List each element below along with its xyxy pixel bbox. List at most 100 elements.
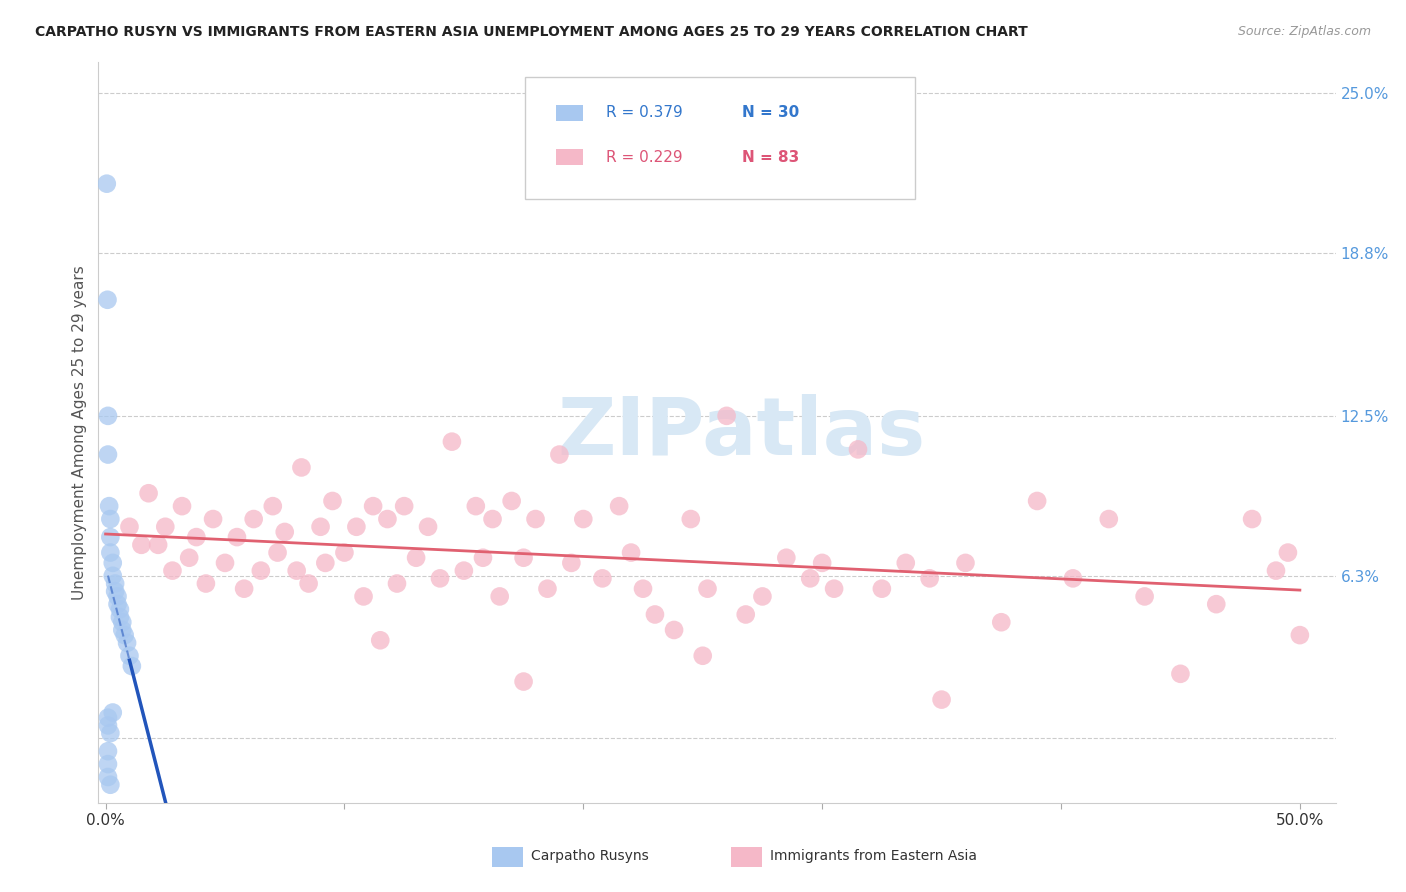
Immigrants from Eastern Asia: [297, 576, 319, 591]
Immigrants from Eastern Asia: [146, 538, 169, 552]
Immigrants from Eastern Asia: [823, 582, 845, 596]
Carpatho Rusyns: [121, 659, 143, 673]
Text: Immigrants from Eastern Asia: Immigrants from Eastern Asia: [770, 849, 977, 863]
FancyBboxPatch shape: [526, 78, 915, 200]
Carpatho Rusyns: [98, 726, 121, 740]
Immigrants from Eastern Asia: [524, 512, 547, 526]
Carpatho Rusyns: [98, 530, 121, 544]
Carpatho Rusyns: [96, 293, 118, 307]
Immigrants from Eastern Asia: [131, 538, 153, 552]
Immigrants from Eastern Asia: [353, 590, 375, 604]
Carpatho Rusyns: [97, 757, 120, 772]
Immigrants from Eastern Asia: [290, 460, 312, 475]
Carpatho Rusyns: [108, 602, 131, 616]
Carpatho Rusyns: [98, 512, 121, 526]
Immigrants from Eastern Asia: [1026, 494, 1049, 508]
Immigrants from Eastern Asia: [1289, 628, 1312, 642]
Text: N = 30: N = 30: [742, 105, 799, 120]
Immigrants from Eastern Asia: [138, 486, 160, 500]
Y-axis label: Unemployment Among Ages 25 to 29 years: Unemployment Among Ages 25 to 29 years: [72, 265, 87, 600]
Immigrants from Eastern Asia: [775, 550, 797, 565]
Immigrants from Eastern Asia: [309, 520, 332, 534]
Immigrants from Eastern Asia: [179, 550, 201, 565]
Immigrants from Eastern Asia: [734, 607, 756, 622]
Carpatho Rusyns: [98, 545, 121, 559]
Immigrants from Eastern Asia: [392, 499, 415, 513]
Immigrants from Eastern Asia: [512, 550, 534, 565]
FancyBboxPatch shape: [557, 104, 583, 121]
Immigrants from Eastern Asia: [955, 556, 977, 570]
Immigrants from Eastern Asia: [186, 530, 208, 544]
Text: ZIPatlas: ZIPatlas: [558, 393, 927, 472]
Carpatho Rusyns: [111, 615, 134, 630]
Immigrants from Eastern Asia: [716, 409, 738, 423]
Carpatho Rusyns: [101, 706, 124, 720]
Carpatho Rusyns: [96, 177, 118, 191]
Immigrants from Eastern Asia: [512, 674, 534, 689]
Carpatho Rusyns: [115, 636, 138, 650]
Immigrants from Eastern Asia: [751, 590, 773, 604]
Immigrants from Eastern Asia: [314, 556, 336, 570]
Immigrants from Eastern Asia: [1098, 512, 1121, 526]
Immigrants from Eastern Asia: [644, 607, 666, 622]
Carpatho Rusyns: [98, 499, 121, 513]
Text: CARPATHO RUSYN VS IMMIGRANTS FROM EASTERN ASIA UNEMPLOYMENT AMONG AGES 25 TO 29 : CARPATHO RUSYN VS IMMIGRANTS FROM EASTER…: [35, 25, 1028, 39]
Immigrants from Eastern Asia: [1277, 545, 1299, 559]
Immigrants from Eastern Asia: [194, 576, 217, 591]
Immigrants from Eastern Asia: [321, 494, 343, 508]
Carpatho Rusyns: [118, 648, 141, 663]
Immigrants from Eastern Asia: [464, 499, 486, 513]
Carpatho Rusyns: [97, 744, 120, 758]
Immigrants from Eastern Asia: [155, 520, 177, 534]
Carpatho Rusyns: [97, 770, 120, 784]
Carpatho Rusyns: [101, 569, 124, 583]
Carpatho Rusyns: [98, 778, 121, 792]
Immigrants from Eastern Asia: [536, 582, 558, 596]
Immigrants from Eastern Asia: [501, 494, 523, 508]
Immigrants from Eastern Asia: [361, 499, 384, 513]
Text: N = 83: N = 83: [742, 150, 799, 165]
Text: Carpatho Rusyns: Carpatho Rusyns: [531, 849, 650, 863]
Carpatho Rusyns: [97, 409, 120, 423]
Immigrants from Eastern Asia: [453, 564, 475, 578]
Immigrants from Eastern Asia: [846, 442, 869, 457]
Immigrants from Eastern Asia: [333, 545, 356, 559]
Carpatho Rusyns: [97, 448, 120, 462]
Immigrants from Eastern Asia: [1265, 564, 1288, 578]
Immigrants from Eastern Asia: [377, 512, 399, 526]
Immigrants from Eastern Asia: [344, 520, 367, 534]
Immigrants from Eastern Asia: [242, 512, 264, 526]
Immigrants from Eastern Asia: [440, 434, 463, 449]
Immigrants from Eastern Asia: [385, 576, 408, 591]
Immigrants from Eastern Asia: [620, 545, 643, 559]
Immigrants from Eastern Asia: [696, 582, 718, 596]
Immigrants from Eastern Asia: [202, 512, 225, 526]
Immigrants from Eastern Asia: [1133, 590, 1156, 604]
Immigrants from Eastern Asia: [274, 524, 297, 539]
Immigrants from Eastern Asia: [662, 623, 685, 637]
Immigrants from Eastern Asia: [472, 550, 495, 565]
Carpatho Rusyns: [114, 628, 136, 642]
Carpatho Rusyns: [108, 610, 131, 624]
Immigrants from Eastern Asia: [560, 556, 582, 570]
Immigrants from Eastern Asia: [250, 564, 273, 578]
Immigrants from Eastern Asia: [488, 590, 510, 604]
Immigrants from Eastern Asia: [931, 692, 953, 706]
Text: R = 0.229: R = 0.229: [606, 150, 682, 165]
Immigrants from Eastern Asia: [591, 571, 613, 585]
Immigrants from Eastern Asia: [429, 571, 451, 585]
FancyBboxPatch shape: [557, 149, 583, 165]
Immigrants from Eastern Asia: [799, 571, 821, 585]
Immigrants from Eastern Asia: [631, 582, 654, 596]
Immigrants from Eastern Asia: [679, 512, 702, 526]
Carpatho Rusyns: [111, 623, 134, 637]
Immigrants from Eastern Asia: [368, 633, 391, 648]
Immigrants from Eastern Asia: [548, 448, 571, 462]
Immigrants from Eastern Asia: [170, 499, 193, 513]
Immigrants from Eastern Asia: [481, 512, 503, 526]
Immigrants from Eastern Asia: [405, 550, 427, 565]
Immigrants from Eastern Asia: [118, 520, 141, 534]
Carpatho Rusyns: [97, 718, 120, 732]
Immigrants from Eastern Asia: [285, 564, 308, 578]
Carpatho Rusyns: [107, 597, 129, 611]
